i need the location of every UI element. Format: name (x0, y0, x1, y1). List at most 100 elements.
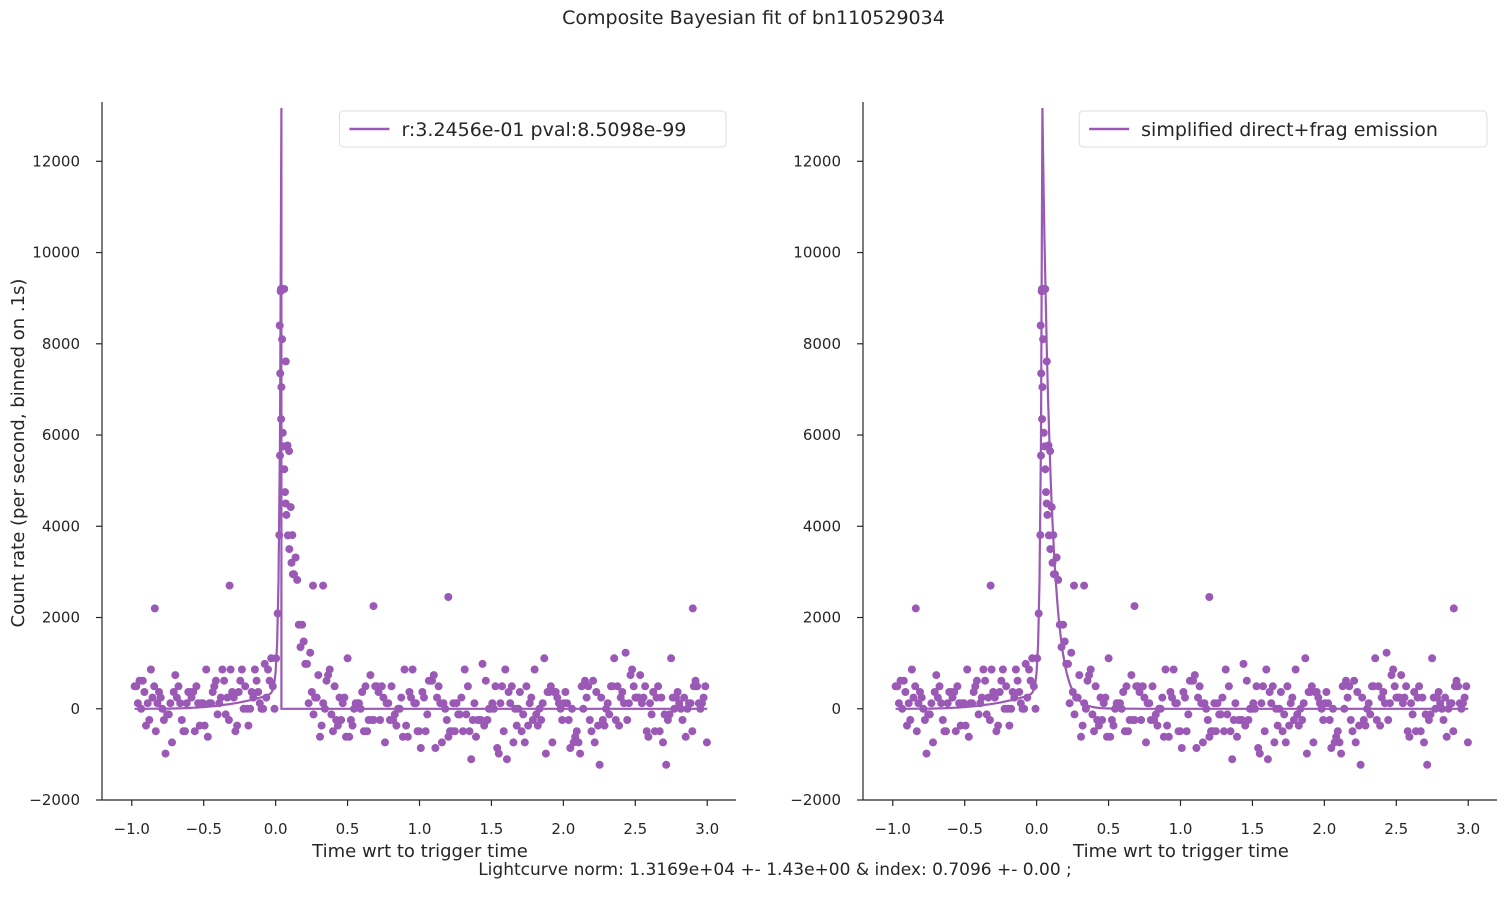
data-point (646, 699, 654, 708)
data-point (1301, 654, 1310, 663)
legend-label: simplified direct+frag emission (1141, 119, 1438, 141)
data-point (548, 738, 557, 747)
data-point (337, 716, 346, 724)
data-point (363, 727, 372, 736)
data-point (270, 704, 279, 713)
data-point (624, 699, 633, 708)
data-point (145, 716, 154, 724)
data-point (673, 688, 682, 696)
data-point (584, 682, 593, 691)
x-tick-label: 0.0 (264, 820, 288, 838)
data-point (572, 727, 581, 736)
data-point (174, 682, 183, 691)
data-point (907, 665, 916, 674)
data-point (1333, 727, 1342, 736)
data-point (1353, 688, 1362, 696)
y-tick-label: 10000 (793, 244, 841, 262)
data-point (220, 676, 229, 685)
data-point (148, 693, 157, 702)
data-point (1255, 749, 1264, 758)
data-point (225, 581, 234, 590)
data-point (1090, 727, 1098, 736)
data-point (442, 716, 451, 724)
data-point (563, 699, 572, 708)
data-point (1278, 727, 1287, 736)
data-point (384, 699, 393, 708)
data-point (1263, 755, 1272, 764)
y-tick-label: 10000 (32, 244, 80, 262)
x-axis-label: Time wrt to trigger time (1072, 841, 1289, 862)
data-point (223, 693, 232, 702)
data-point (455, 710, 464, 719)
data-point (974, 710, 983, 719)
data-point (1020, 704, 1029, 713)
data-point (515, 688, 524, 696)
data-point (1400, 693, 1409, 702)
data-point (1130, 716, 1139, 724)
data-point (943, 699, 952, 708)
data-point (1172, 699, 1181, 708)
x-axis-label: Time wrt to trigger time (311, 841, 528, 862)
data-point (600, 721, 609, 730)
data-point (1361, 721, 1370, 730)
data-point (1221, 665, 1230, 674)
data-point (990, 693, 999, 702)
data-point (699, 693, 708, 702)
data-point (1205, 593, 1214, 601)
x-tick-label: 3.0 (695, 820, 719, 838)
y-tick-label: 2000 (803, 609, 841, 627)
subplot-2: −1.0 −0.5 0.0 0.5 1.0 1.5 2.0 2.5 3.0 −2000 0 2000 4… (790, 102, 1497, 862)
data-point (457, 693, 466, 702)
data-point (203, 732, 212, 741)
data-point (688, 604, 697, 613)
data-point (564, 716, 573, 724)
data-point (1389, 665, 1398, 674)
data-point (1281, 738, 1290, 747)
data-point (929, 738, 937, 747)
data-point (411, 699, 420, 708)
data-point (316, 732, 324, 741)
x-tick-label: 0.5 (336, 820, 360, 838)
data-point (1127, 671, 1136, 680)
x-tick-label: −1.0 (875, 820, 911, 838)
data-point (961, 721, 970, 730)
data-point (618, 688, 627, 696)
data-point (561, 688, 570, 696)
data-point (244, 721, 253, 730)
data-point (1124, 727, 1133, 736)
data-point (605, 710, 614, 719)
data-point (981, 676, 990, 685)
data-point (1322, 688, 1331, 696)
data-point (701, 682, 710, 691)
data-point (987, 665, 996, 674)
data-point (1337, 749, 1346, 758)
data-point (340, 693, 349, 702)
data-point (1268, 682, 1277, 691)
data-point (402, 721, 411, 730)
y-axis-label: Count rate (per second, binned on .1s) (8, 279, 29, 628)
legend-label: r:3.2456e-01 pval:8.5098e-99 (401, 119, 686, 141)
data-point (1088, 710, 1097, 719)
data-point (1177, 744, 1186, 752)
legend: simplified direct+frag emission (1078, 110, 1488, 148)
data-point (1176, 727, 1185, 736)
data-point (1164, 732, 1173, 741)
data-point (530, 665, 539, 674)
data-point (629, 682, 638, 691)
figure-title: Composite Bayesian fit of bn110529034 (562, 7, 945, 29)
data-point (702, 738, 711, 747)
data-point (647, 710, 656, 719)
data-point (400, 665, 409, 674)
data-point (906, 716, 915, 724)
data-point (1011, 665, 1020, 674)
data-point (450, 727, 459, 736)
fit-summary: Lightcurve norm: 1.3169e+04 +- 1.43e+00 … (478, 860, 1072, 880)
data-point (403, 732, 412, 741)
data-point (498, 682, 506, 691)
data-point (229, 693, 238, 702)
data-point (431, 744, 440, 752)
data-point (1213, 699, 1222, 708)
data-point (190, 727, 199, 736)
y-tick-label: 6000 (803, 426, 841, 444)
